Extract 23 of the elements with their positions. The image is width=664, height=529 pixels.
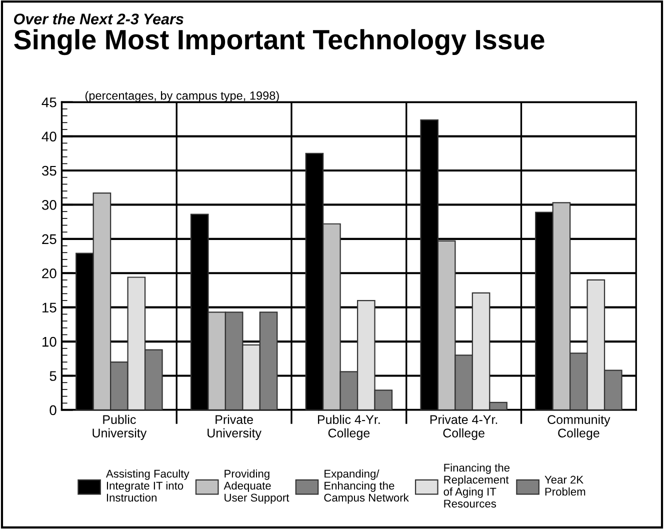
y-tick-label: 10	[42, 336, 56, 347]
y-tick-label: 15	[42, 302, 56, 313]
x-tick-label: Private University	[208, 414, 262, 440]
y-tick-label: 35	[42, 166, 56, 176]
x-tick-label: Community College	[548, 414, 610, 440]
x-tick-label: Public University	[92, 414, 147, 440]
legend-label: Assisting Faculty Integrate IT into Instruction	[106, 469, 190, 502]
chart-subtitle: Over the Next 2-3 Years	[14, 13, 184, 24]
x-tick-label: Public 4-Yr. College	[318, 414, 380, 440]
legend-label: Year 2K Problem	[544, 476, 586, 496]
legend-label: Financing the Replacement of Aging IT Resources	[444, 464, 510, 508]
y-tick-label: 25	[42, 234, 56, 244]
y-tick-label: 5	[50, 371, 56, 381]
y-tick-label: 45	[42, 98, 56, 108]
x-tick-label: Private 4-Yr. College	[430, 414, 498, 440]
y-tick-label: 40	[42, 132, 56, 142]
text: (percentages, by campus type, 1998)	[85, 91, 279, 102]
legend-label: Providing Adequate User Support	[224, 469, 290, 504]
legend-label: Expanding/ Enhancing the Campus Network	[324, 469, 409, 504]
y-tick-label: 30	[42, 200, 56, 210]
y-tick-label: 20	[42, 268, 56, 278]
y-tick-label: 0	[50, 405, 56, 416]
chart-title: Single Most Important Technology Issue	[14, 29, 544, 56]
